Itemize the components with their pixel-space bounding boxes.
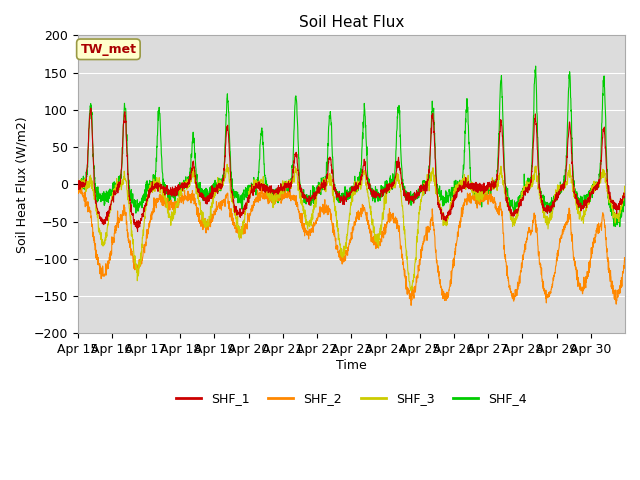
X-axis label: Time: Time [336,359,367,372]
Y-axis label: Soil Heat Flux (W/m2): Soil Heat Flux (W/m2) [15,116,28,252]
Legend: SHF_1, SHF_2, SHF_3, SHF_4: SHF_1, SHF_2, SHF_3, SHF_4 [171,387,532,410]
Title: Soil Heat Flux: Soil Heat Flux [299,15,404,30]
Text: TW_met: TW_met [81,43,136,56]
